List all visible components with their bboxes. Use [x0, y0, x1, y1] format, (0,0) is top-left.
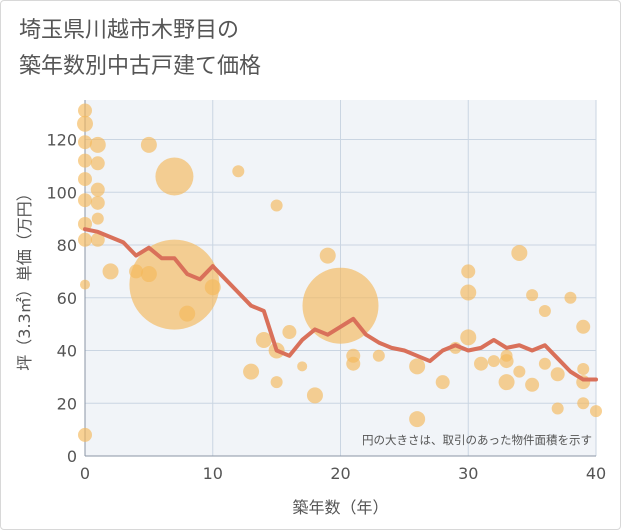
data-bubble — [255, 331, 272, 348]
y-tick-label: 20 — [57, 394, 77, 413]
data-bubble — [297, 361, 308, 372]
data-bubble — [460, 329, 477, 346]
data-bubble — [90, 195, 105, 210]
data-bubble — [102, 263, 119, 280]
chart-title: 埼玉県川越市木野目の 築年数別中古戸建て価格 — [19, 18, 262, 79]
data-bubble — [78, 232, 92, 247]
data-bubble — [80, 279, 90, 290]
data-bubble — [90, 232, 105, 247]
data-bubble — [551, 402, 564, 415]
data-bubble — [243, 363, 260, 380]
data-bubble — [498, 374, 515, 391]
data-bubble — [77, 115, 93, 132]
data-bubble — [550, 367, 565, 382]
data-bubble — [90, 182, 105, 197]
data-bubble — [78, 135, 92, 150]
data-bubble — [538, 357, 551, 370]
data-bubble — [538, 304, 551, 317]
data-bubble — [78, 216, 92, 231]
data-bubble — [78, 172, 92, 187]
data-bubble — [232, 165, 245, 178]
data-bubble — [179, 305, 196, 322]
data-bubble — [474, 356, 489, 371]
data-bubble — [590, 405, 602, 418]
data-bubble — [282, 325, 297, 340]
data-bubble — [513, 365, 526, 378]
x-tick-label: 30 — [458, 464, 478, 483]
data-bubble — [78, 103, 92, 118]
data-bubble — [576, 319, 591, 334]
data-bubble — [270, 199, 283, 212]
data-bubble — [346, 348, 361, 363]
data-bubble — [564, 291, 577, 304]
y-tick-label: 40 — [57, 342, 77, 361]
data-bubble — [78, 427, 92, 442]
data-bubble — [306, 387, 323, 404]
data-bubble — [89, 136, 106, 153]
data-bubble — [140, 136, 157, 153]
data-bubble — [409, 358, 426, 375]
data-bubble — [526, 289, 539, 302]
y-tick-label: 0 — [67, 447, 77, 466]
x-tick-label: 40 — [586, 464, 606, 483]
data-bubble — [409, 411, 426, 428]
data-bubble — [500, 349, 513, 362]
y-tick-label: 120 — [46, 131, 77, 150]
data-bubble — [204, 279, 221, 296]
x-tick-label: 0 — [80, 464, 90, 483]
data-bubble — [90, 156, 105, 171]
data-bubble — [91, 212, 104, 225]
data-bubble — [525, 377, 540, 392]
y-tick-label: 60 — [57, 289, 77, 308]
data-bubble — [435, 375, 450, 390]
x-tick-label: 20 — [330, 464, 350, 483]
data-bubble — [78, 193, 92, 208]
data-bubble — [319, 247, 336, 264]
y-tick-label: 80 — [57, 236, 77, 255]
data-bubble — [129, 239, 220, 330]
data-bubble — [511, 244, 528, 261]
bubble-size-note: 円の大きさは、取引のあった物件面積を示す — [362, 433, 592, 447]
data-bubble — [78, 153, 92, 168]
data-bubble — [461, 264, 476, 279]
data-bubble — [372, 349, 385, 362]
average-price-line — [83, 227, 598, 382]
data-bubble — [155, 157, 194, 196]
data-bubble — [577, 397, 590, 410]
x-axis-label: 築年数（年） — [292, 498, 388, 517]
data-bubble — [487, 355, 500, 368]
y-tick-label: 100 — [46, 183, 77, 202]
x-tick-label: 10 — [203, 464, 223, 483]
data-bubble — [270, 376, 283, 389]
data-bubble — [460, 284, 477, 301]
data-bubble — [577, 362, 590, 375]
y-axis-label: 坪（3.3㎡）単価（万円） — [15, 185, 34, 370]
